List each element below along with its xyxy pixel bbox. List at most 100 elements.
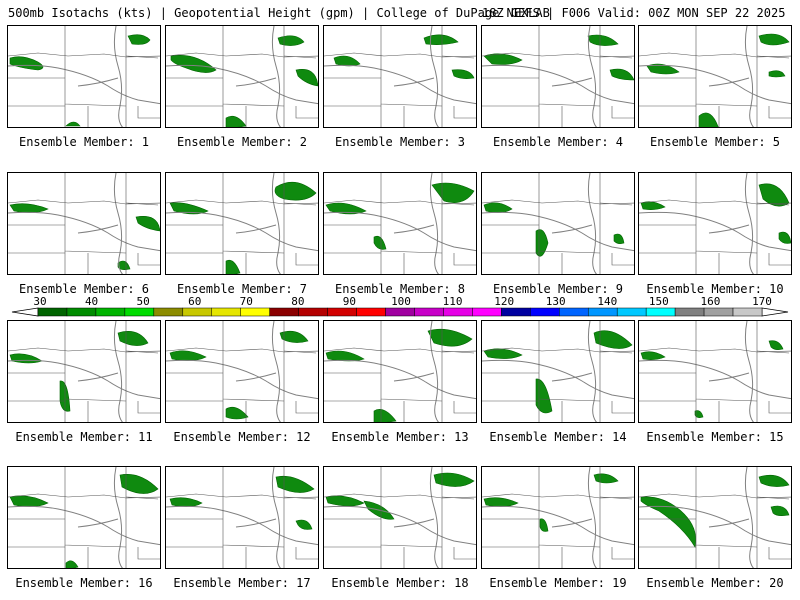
state-boundary <box>768 547 791 560</box>
ensemble-map-panel <box>7 172 161 275</box>
ensemble-member-label: Ensemble Member: 6 <box>18 282 150 296</box>
ensemble-map-panel <box>481 25 635 128</box>
ensemble-map <box>166 467 318 568</box>
height-contour <box>113 26 123 127</box>
colorbar-swatch <box>211 307 241 317</box>
ensemble-member-label: Ensemble Member: 15 <box>646 430 784 444</box>
ensemble-member-label: Ensemble Member: 3 <box>334 135 466 149</box>
colorbar-swatch <box>703 307 734 317</box>
state-boundary <box>441 202 475 206</box>
isotach-shading <box>295 519 313 530</box>
state-boundary <box>125 496 159 500</box>
isotach-shading <box>770 505 790 516</box>
state-boundary <box>441 496 475 500</box>
colorbar-tick-label: 110 <box>442 295 463 308</box>
colorbar-swatch <box>182 307 213 317</box>
isotach-shading <box>119 474 159 494</box>
state-boundary <box>137 547 160 560</box>
ensemble-map-panel <box>7 25 161 128</box>
ensemble-member-label: Ensemble Member: 12 <box>173 430 311 444</box>
ensemble-map <box>639 173 791 274</box>
state-boundary <box>453 106 476 119</box>
colorbar-swatch <box>732 307 763 317</box>
ensemble-member-label: Ensemble Member: 16 <box>15 576 153 590</box>
isotach-shading <box>169 497 203 507</box>
state-boundary <box>8 52 160 58</box>
state-boundary <box>756 202 790 206</box>
colorbar-swatch <box>674 307 705 317</box>
height-contour <box>482 505 634 546</box>
isotach-shading <box>373 235 387 250</box>
ensemble-map-panel <box>638 320 792 423</box>
state-boundary <box>222 373 285 402</box>
state-boundary <box>639 199 791 205</box>
colorbar-swatch <box>414 307 444 317</box>
height-contour <box>235 372 277 382</box>
colorbar-swatch <box>530 307 560 317</box>
isotach-shading <box>427 328 473 347</box>
state-boundary <box>768 401 791 414</box>
state-boundary <box>453 253 476 266</box>
map-title-left: 500mb Isotachs (kts) | Geopotential Heig… <box>8 6 550 20</box>
height-contour <box>482 359 634 400</box>
ensemble-map-panel <box>7 466 161 569</box>
state-boundary <box>8 493 160 499</box>
isotach-shading <box>275 475 315 493</box>
state-boundary <box>441 55 475 59</box>
state-boundary <box>611 253 634 266</box>
height-contour <box>271 173 281 274</box>
height-contour <box>587 26 597 127</box>
height-contour <box>271 321 281 422</box>
height-contour <box>77 77 119 87</box>
isotach-shading <box>373 409 397 422</box>
colorbar-swatch <box>587 307 618 317</box>
ensemble-map <box>166 321 318 422</box>
state-boundary <box>538 519 601 548</box>
ensemble-member-label: Ensemble Member: 14 <box>489 430 627 444</box>
ensemble-map <box>482 26 634 127</box>
isotach-shading <box>127 34 151 45</box>
isotach-shading <box>170 55 217 73</box>
ensemble-member-label: Ensemble Member: 13 <box>331 430 469 444</box>
colorbar-tick-label: 160 <box>700 295 721 308</box>
state-boundary <box>380 519 443 548</box>
height-contour <box>551 518 593 528</box>
isotach-shading <box>431 182 475 203</box>
colorbar-swatch <box>240 307 270 317</box>
colorbar-tick-label: 40 <box>84 295 99 308</box>
isotach-shading <box>609 68 634 81</box>
ensemble-map-panel <box>481 466 635 569</box>
height-contour <box>744 321 754 422</box>
state-boundary <box>295 106 318 119</box>
colorbar-graphic <box>11 307 789 317</box>
ensemble-member-label: Ensemble Member: 5 <box>649 135 781 149</box>
state-boundary <box>611 401 634 414</box>
isotach-shading <box>698 112 719 127</box>
colorbar-tick-label: 170 <box>752 295 772 308</box>
state-boundary <box>611 106 634 119</box>
ensemble-map <box>8 173 160 274</box>
ensemble-map <box>482 321 634 422</box>
ensemble-map-panel <box>323 25 477 128</box>
height-contour <box>166 359 318 400</box>
state-boundary <box>768 253 791 266</box>
ensemble-map <box>639 26 791 127</box>
ensemble-map-panel <box>638 25 792 128</box>
isotach-shading <box>535 378 553 414</box>
state-boundary <box>137 401 160 414</box>
height-contour <box>324 359 476 400</box>
state-boundary <box>482 347 634 353</box>
colorbar-swatch <box>501 307 531 317</box>
height-contour <box>324 505 476 546</box>
height-contour <box>271 467 281 568</box>
height-contour <box>551 224 593 234</box>
colorbar-swatch <box>66 307 97 317</box>
ensemble-map-panel <box>165 25 319 128</box>
state-boundary <box>599 55 633 59</box>
isotach-shading <box>640 496 696 548</box>
state-boundary <box>441 350 475 354</box>
colorbar-swatch <box>298 307 328 317</box>
height-contour <box>708 77 750 87</box>
height-contour <box>77 224 119 234</box>
ensemble-map <box>8 467 160 568</box>
